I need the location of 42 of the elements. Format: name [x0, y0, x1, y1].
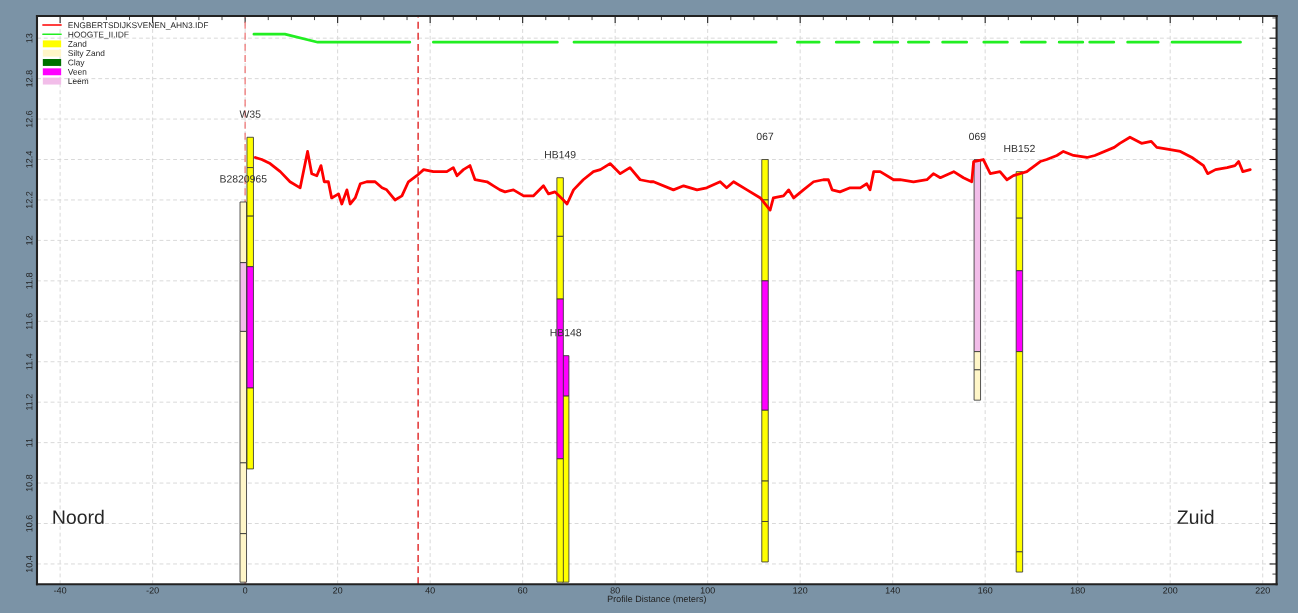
x-tick-label: 180	[1070, 587, 1085, 594]
x-tick-label: 40	[425, 587, 435, 594]
x-tick-label: 140	[885, 587, 900, 594]
annotation: HB149	[545, 150, 576, 159]
legend-label: Clay	[68, 59, 85, 68]
annotation: Noord	[53, 509, 104, 525]
y-tick-label: 12.2	[26, 191, 33, 209]
annotation: Zuid	[1177, 509, 1214, 525]
annotation: 067	[756, 132, 774, 141]
y-tick-label: 11.6	[26, 313, 33, 330]
legend-label: HOOGTE_II.IDF	[68, 31, 129, 40]
legend-label: Veen	[67, 68, 87, 75]
y-tick-label: 11.8	[26, 272, 33, 289]
y-tick-label: 11.4	[26, 353, 33, 370]
x-tick-label: 160	[978, 587, 993, 594]
x-tick-label: -20	[146, 587, 159, 594]
x-tick-label: 60	[518, 587, 528, 594]
y-tick-label: 10.8	[26, 474, 33, 492]
y-tick-label: 13	[26, 33, 33, 43]
legend-label: ENGBERTSDIJKSVENEN_AHN3.IDF	[68, 22, 209, 30]
y-tick-label: 12.4	[26, 151, 33, 168]
annotation: 069	[969, 132, 986, 141]
y-tick-label: 10.6	[26, 515, 33, 532]
x-tick-label: 0	[242, 587, 248, 594]
x-tick-label: 200	[1163, 587, 1178, 594]
annotation: W35	[239, 110, 261, 118]
x-axis-title: Profile Distance (meters)	[607, 595, 706, 604]
x-tick-label: -40	[54, 587, 67, 594]
y-tick-label: 10.4	[26, 555, 33, 573]
x-tick-label: 120	[793, 587, 808, 594]
y-tick-label: 11	[26, 438, 33, 447]
y-tick-label: 12	[26, 235, 33, 245]
legend-label: Silty Zand	[68, 50, 105, 58]
legend-label: Leem	[68, 78, 89, 85]
x-tick-label: 220	[1255, 587, 1270, 594]
legend-label: Zand	[68, 40, 87, 47]
y-tick-label: 12.6	[26, 110, 33, 128]
y-tick-label: 12.8	[26, 70, 33, 87]
annotation: HB152	[1004, 144, 1035, 153]
x-tick-label: 80	[610, 587, 620, 594]
x-tick-label: 100	[700, 587, 715, 594]
x-tick-label: 20	[333, 587, 343, 594]
